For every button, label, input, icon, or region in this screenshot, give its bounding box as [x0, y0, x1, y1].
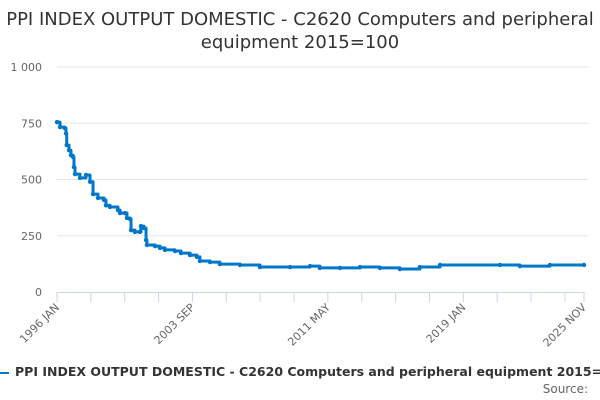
data-point: [307, 263, 313, 269]
line-chart: 0 250 500 750 1 000 1996 JAN 2003 SEP 2011 MAY…: [11, 61, 590, 350]
data-point: [66, 148, 72, 153]
x-axis: 1996 JAN 2003 SEP 2011 MAY 2019 JAN 2025 NOV: [17, 292, 589, 350]
data-point: [54, 119, 60, 125]
plot-area: [54, 119, 587, 272]
data-point: [62, 126, 68, 131]
data-point: [70, 154, 76, 160]
data-point: [90, 191, 96, 197]
data-point: [72, 171, 78, 177]
data-point: [237, 262, 243, 268]
data-point: [137, 229, 143, 235]
y-tick-label: 1 000: [11, 61, 43, 74]
data-point: [172, 248, 178, 254]
legend-label: PPI INDEX OUTPUT DOMESTIC - C2620 Comput…: [15, 364, 600, 379]
data-point: [117, 210, 123, 216]
data-point: [87, 179, 93, 184]
data-point: [95, 195, 101, 201]
data-point: [187, 252, 193, 258]
x-tick-label: 1996 JAN: [17, 301, 62, 346]
data-point: [143, 237, 149, 243]
data-point: [417, 264, 423, 270]
y-tick-label: 750: [21, 117, 42, 130]
data-point: [127, 216, 133, 222]
data-point: [157, 245, 163, 251]
data-point: [71, 164, 77, 170]
series-line: [57, 120, 584, 271]
data-point: [63, 131, 69, 136]
data-point: [194, 254, 200, 260]
gridlines: [57, 66, 588, 237]
data-point: [83, 172, 89, 178]
y-tick-label: 0: [35, 286, 42, 299]
data-point: [547, 262, 553, 268]
legend[interactable]: PPI INDEX OUTPUT DOMESTIC - C2620 Comput…: [0, 364, 600, 379]
data-point: [207, 259, 213, 265]
data-point: [57, 124, 63, 130]
y-tick-label: 250: [21, 230, 42, 243]
data-point: [152, 243, 158, 249]
data-point: [287, 264, 293, 270]
data-point: [132, 229, 138, 235]
x-tick-label: 2011 MAY: [285, 301, 333, 349]
data-point: [317, 265, 323, 271]
data-point: [101, 197, 107, 203]
data-point: [397, 266, 403, 272]
data-point: [357, 264, 363, 270]
data-point: [497, 262, 503, 268]
data-point: [64, 142, 69, 148]
source-label: Source:: [542, 382, 588, 396]
x-tick-label: 2025 NOV: [541, 301, 590, 350]
y-tick-label: 500: [21, 174, 42, 187]
data-point: [217, 261, 223, 267]
data-point: [103, 203, 109, 208]
x-tick-label: 2003 SEP: [152, 301, 198, 347]
data-point: [197, 258, 203, 264]
data-point: [377, 265, 383, 271]
y-axis: 0 250 500 750 1 000: [11, 61, 43, 299]
data-point: [77, 175, 83, 181]
data-point: [517, 263, 523, 269]
data-point: [257, 264, 263, 270]
x-tick-label: 2019 JAN: [424, 301, 469, 346]
data-point: [107, 204, 113, 210]
data-point: [581, 262, 587, 268]
data-point: [437, 262, 443, 268]
data-point: [141, 225, 147, 231]
data-point: [337, 265, 343, 271]
data-point: [178, 250, 184, 256]
data-point: [128, 227, 134, 233]
data-point: [162, 247, 168, 253]
chart-title: PPI INDEX OUTPUT DOMESTIC - C2620 Comput…: [6, 9, 594, 53]
data-point: [144, 242, 150, 248]
data-point: [122, 210, 128, 216]
legend-swatch: [0, 371, 9, 374]
